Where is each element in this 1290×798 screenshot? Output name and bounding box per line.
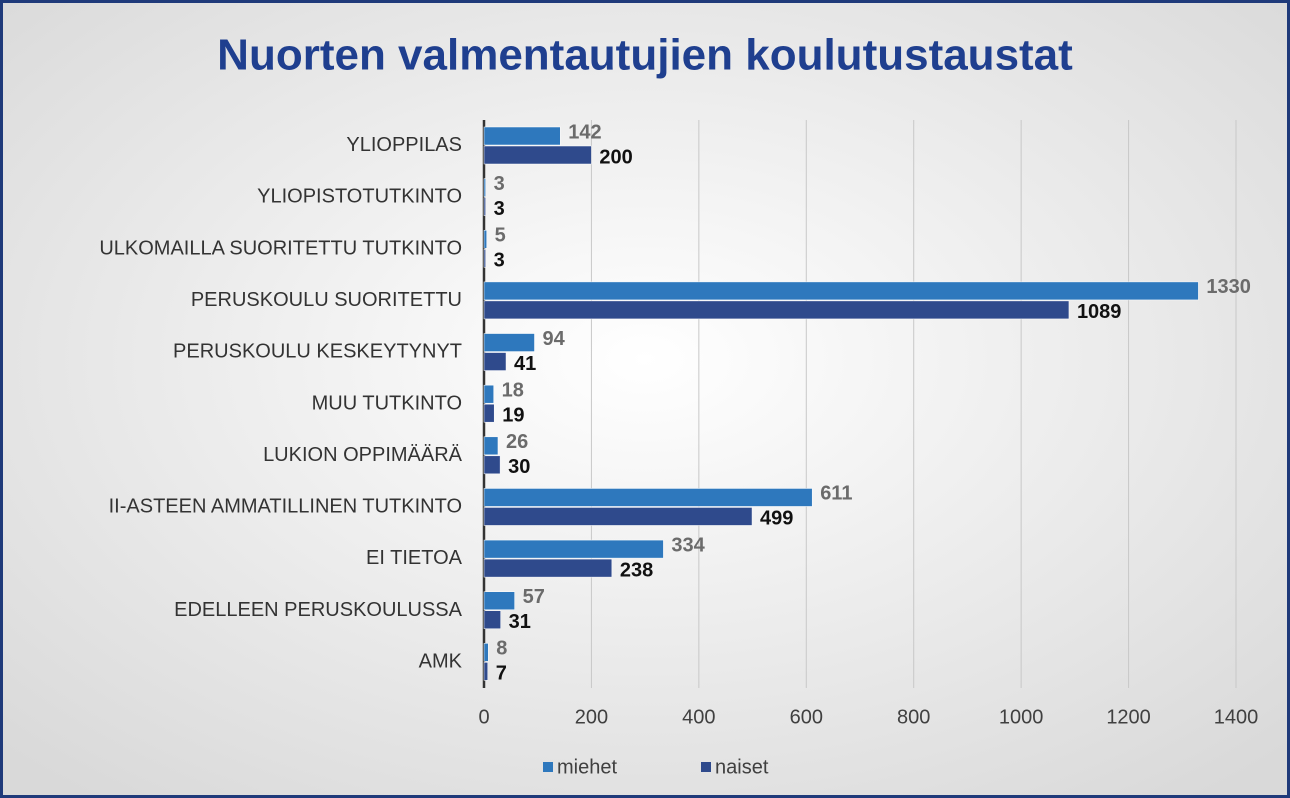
value-label: 31 [509,611,531,633]
value-label: 18 [502,379,524,401]
value-label: 238 [620,559,653,581]
bar [483,488,813,507]
bar [483,281,1199,301]
bar [483,436,499,456]
bar [483,591,515,610]
value-label: 334 [671,534,705,556]
bar [483,333,535,352]
legend-swatch [701,762,711,772]
value-label: 94 [542,328,565,350]
x-tick-label: 800 [897,706,930,728]
value-label: 19 [502,404,524,426]
bar [483,249,486,268]
bar [483,230,487,249]
x-tick-label: 200 [575,706,608,728]
value-label: 499 [760,508,793,530]
bar [483,455,501,475]
y-tick-label: YLIOPISTOTUTKINTO [257,186,462,208]
bar [483,384,494,404]
y-tick-label: EDELLEEN PERUSKOULUSSA [174,599,463,621]
bar [483,126,561,146]
bar [483,643,489,662]
y-tick-label: PERUSKOULU SUORITETTU [191,289,462,311]
bar [483,300,1070,320]
value-label: 611 [820,483,852,505]
bar [483,558,613,578]
value-label: 57 [523,586,545,608]
value-label: 3 [494,250,505,272]
x-tick-label: 1400 [1214,706,1259,728]
y-tick-label: LUKION OPPIMÄÄRÄ [263,444,463,466]
y-tick-label: EI TIETOA [366,547,463,569]
chart-title: Nuorten valmentautujien koulutustaustat [217,31,1073,80]
x-tick-label: 400 [682,706,715,728]
value-label: 1089 [1077,301,1122,323]
value-label: 26 [506,431,528,453]
value-label: 30 [508,456,530,478]
bar [483,145,592,165]
value-label: 3 [494,173,505,195]
x-tick-label: 1200 [1106,706,1151,728]
y-tick-label: II-ASTEEN AMMATILLINEN TUTKINTO [109,496,462,518]
bar [483,662,489,681]
value-label: 142 [568,121,601,143]
y-tick-label: ULKOMAILLA SUORITETTU TUTKINTO [99,237,462,259]
bar [483,178,486,197]
x-tick-label: 600 [790,706,823,728]
y-tick-label: YLIOPPILAS [346,134,462,156]
value-label: 3 [494,198,505,220]
value-label: 8 [496,638,507,660]
x-tick-label: 0 [478,706,489,728]
x-tick-label: 1000 [999,706,1044,728]
bar [483,507,753,526]
value-label: 7 [496,663,507,685]
legend-swatch [543,762,553,772]
bar [483,197,486,216]
value-label: 41 [514,353,536,375]
bar [483,610,501,629]
legend-label: miehet [557,756,617,778]
y-tick-label: PERUSKOULU KESKEYTYNYT [173,341,462,363]
value-label: 200 [599,146,632,168]
value-label: 5 [495,225,506,247]
y-tick-label: AMK [419,650,463,672]
value-label: 1330 [1206,276,1251,298]
legend-label: naiset [715,756,769,778]
y-tick-label: MUU TUTKINTO [312,392,462,414]
bar [483,403,495,423]
bar [483,352,507,371]
bar [483,539,664,559]
